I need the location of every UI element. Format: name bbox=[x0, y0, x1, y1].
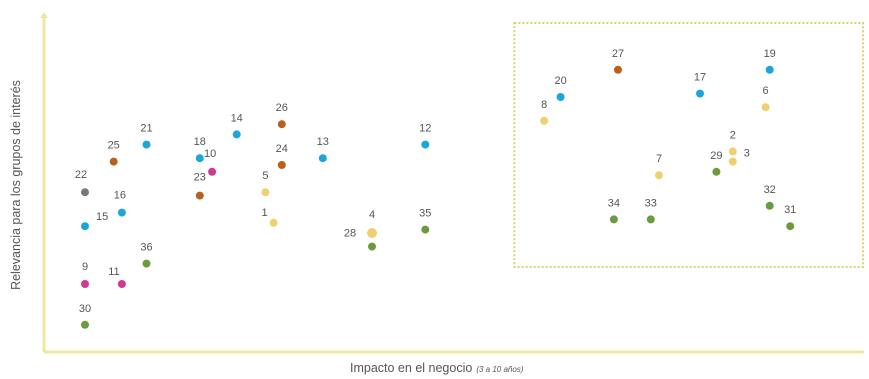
data-label-29: 29 bbox=[710, 150, 722, 162]
data-label-16: 16 bbox=[114, 190, 126, 202]
x-axis-title: Impacto en el negocio (3 a 10 años) bbox=[350, 361, 524, 375]
data-point-25 bbox=[109, 157, 118, 166]
data-point-30 bbox=[81, 320, 89, 329]
data-point-23 bbox=[195, 191, 204, 200]
data-point-35 bbox=[421, 225, 430, 234]
highlight-region bbox=[513, 22, 865, 268]
data-label-10: 10 bbox=[204, 148, 216, 160]
data-point-20 bbox=[556, 93, 565, 101]
y-axis-title: Relevancia para los grupos de interés bbox=[9, 80, 23, 290]
data-point-9 bbox=[81, 280, 89, 288]
data-point-22 bbox=[81, 188, 89, 197]
data-label-4: 4 bbox=[369, 209, 375, 221]
data-label-36: 36 bbox=[140, 242, 152, 254]
data-point-7 bbox=[655, 171, 663, 180]
data-label-6: 6 bbox=[763, 85, 769, 97]
data-label-7: 7 bbox=[656, 153, 662, 165]
data-point-6 bbox=[761, 103, 770, 112]
data-label-23: 23 bbox=[194, 172, 206, 184]
data-point-34 bbox=[609, 215, 618, 224]
data-point-15 bbox=[81, 222, 89, 231]
data-point-26 bbox=[277, 120, 286, 129]
data-point-29 bbox=[712, 167, 721, 176]
data-point-10 bbox=[208, 167, 217, 176]
data-point-21 bbox=[142, 140, 151, 149]
data-point-31 bbox=[786, 222, 795, 231]
data-point-18 bbox=[195, 154, 204, 163]
data-point-27 bbox=[614, 65, 622, 74]
data-point-17 bbox=[696, 89, 704, 98]
data-label-33: 33 bbox=[645, 197, 657, 209]
data-label-12: 12 bbox=[419, 123, 431, 135]
data-label-28: 28 bbox=[344, 228, 356, 240]
x-axis-title-main: Impacto en el negocio bbox=[350, 361, 472, 375]
data-label-31: 31 bbox=[784, 204, 796, 216]
data-label-20: 20 bbox=[554, 75, 566, 87]
data-label-14: 14 bbox=[231, 112, 243, 124]
data-label-25: 25 bbox=[108, 140, 120, 152]
data-point-3 bbox=[728, 157, 737, 166]
data-label-24: 24 bbox=[276, 143, 288, 155]
data-label-17: 17 bbox=[694, 72, 706, 84]
data-label-27: 27 bbox=[612, 48, 624, 60]
data-point-14 bbox=[232, 130, 241, 139]
data-label-15: 15 bbox=[96, 211, 108, 223]
data-point-5 bbox=[261, 188, 270, 197]
y-axis-arrow bbox=[40, 12, 48, 18]
x-axis-title-note: (3 a 10 años) bbox=[476, 365, 523, 374]
data-label-1: 1 bbox=[262, 207, 268, 219]
data-label-11: 11 bbox=[108, 266, 119, 278]
data-point-4 bbox=[367, 228, 377, 238]
data-label-34: 34 bbox=[608, 197, 620, 209]
data-label-35: 35 bbox=[419, 208, 431, 220]
data-label-19: 19 bbox=[764, 48, 776, 60]
data-label-26: 26 bbox=[276, 102, 288, 114]
data-point-19 bbox=[765, 65, 774, 74]
data-point-33 bbox=[646, 215, 655, 224]
data-label-5: 5 bbox=[262, 170, 268, 182]
data-point-36 bbox=[142, 259, 151, 268]
data-point-2 bbox=[728, 147, 737, 156]
data-point-11 bbox=[117, 280, 126, 288]
data-label-32: 32 bbox=[764, 184, 776, 196]
data-label-22: 22 bbox=[75, 169, 87, 181]
data-label-18: 18 bbox=[194, 136, 206, 148]
data-label-30: 30 bbox=[79, 303, 91, 315]
data-label-3: 3 bbox=[744, 148, 750, 160]
data-point-1 bbox=[269, 218, 278, 227]
data-label-8: 8 bbox=[541, 99, 547, 111]
data-point-12 bbox=[421, 140, 430, 149]
data-point-16 bbox=[117, 208, 126, 217]
data-point-28 bbox=[368, 242, 376, 251]
data-label-21: 21 bbox=[140, 123, 152, 135]
data-point-13 bbox=[318, 154, 327, 163]
data-point-32 bbox=[765, 201, 774, 210]
data-point-24 bbox=[277, 161, 286, 169]
data-label-13: 13 bbox=[317, 136, 329, 148]
data-label-9: 9 bbox=[82, 261, 88, 273]
data-label-2: 2 bbox=[730, 129, 736, 141]
data-point-8 bbox=[540, 116, 549, 125]
